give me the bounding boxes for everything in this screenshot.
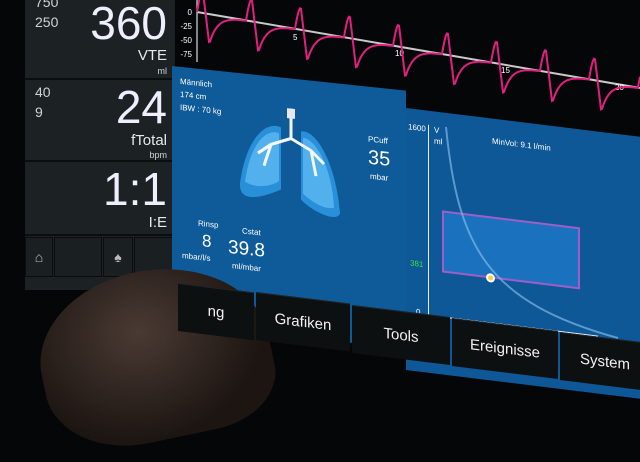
tab-label: Tools <box>383 324 419 347</box>
ftotal-cell: 40 9 24 fTotal bpm <box>25 80 175 162</box>
vte-value: 360 <box>90 0 167 49</box>
rinsp-unit: mbar/l/s <box>182 251 211 264</box>
ftotal-low-limit: 9 <box>35 104 43 120</box>
pcuff-unit: mbar <box>370 171 389 183</box>
ftotal-value: 24 <box>115 81 167 133</box>
rinsp-label: Rinsp <box>198 218 219 230</box>
y-tick: -50 <box>180 36 192 45</box>
x-tick: 10 <box>395 49 404 58</box>
ftotal-label: fTotal <box>131 132 167 149</box>
lungs-button[interactable]: ♠ <box>103 237 133 277</box>
blank-button[interactable] <box>54 237 102 277</box>
patient-sex: Männlich <box>180 76 213 90</box>
minvol-isocurve <box>445 126 619 339</box>
cstat-value: 39.8 <box>228 236 265 262</box>
tab-monitoring[interactable]: ng <box>178 283 254 341</box>
tab-label: ng <box>207 302 225 322</box>
y-tick: 0 <box>188 8 193 17</box>
time-axis <box>196 11 640 89</box>
pcuff-label: PCuff <box>368 134 388 146</box>
vte-unit: ml <box>157 66 168 76</box>
rinsp-value: 8 <box>202 231 212 252</box>
patient-ibw: IBW : 70 kg <box>180 102 222 117</box>
ie-value: 1:1 <box>103 163 167 215</box>
patient-panel: Männlich 174 cm IBW : 70 kg PCuff 35 mba… <box>172 66 406 349</box>
current-point-marker[interactable] <box>486 272 495 283</box>
tab-label: Grafiken <box>274 310 332 335</box>
pressure-waveform: 0 -25 -50 -75 5 10 15 20 <box>180 0 640 111</box>
waveform-line <box>196 0 640 111</box>
patient-height: 174 cm <box>180 89 207 102</box>
vte-high-limit: 750 <box>35 0 59 10</box>
y-tick: -25 <box>180 22 192 31</box>
x-tick: 5 <box>293 33 298 42</box>
y-marker: 381 <box>410 258 424 270</box>
home-button[interactable]: ⌂ <box>25 237 53 277</box>
ftotal-unit: bpm <box>149 150 167 160</box>
home-icon: ⌂ <box>34 249 44 265</box>
x-tick: 15 <box>501 66 510 75</box>
ie-cell: 1:1 I:E <box>25 162 175 236</box>
cstat-unit: ml/mbar <box>232 261 261 274</box>
minvol-graph-panel: 1600 V ml MinVol: 9.1 l/min 0 381 24 f b… <box>406 108 640 400</box>
vte-low-limit: 250 <box>35 14 59 30</box>
tab-label: System <box>579 350 630 374</box>
cstat-label: Cstat <box>242 226 261 238</box>
y-max: 1600 <box>408 122 426 134</box>
lungs-icon: ♠ <box>114 249 122 265</box>
monitoring-panel: 750 250 360 VTE ml 40 9 24 fTotal bpm 1:… <box>25 0 175 290</box>
vte-label: VTE <box>137 47 167 64</box>
lungs-icon <box>239 108 340 218</box>
ie-label: I:E <box>148 214 167 231</box>
tab-label: Ereignisse <box>469 336 541 362</box>
vte-cell: 750 250 360 VTE ml <box>25 0 175 80</box>
y-tick: -75 <box>180 50 192 59</box>
pcuff-value: 35 <box>368 146 391 171</box>
ftotal-high-limit: 40 <box>35 84 51 100</box>
